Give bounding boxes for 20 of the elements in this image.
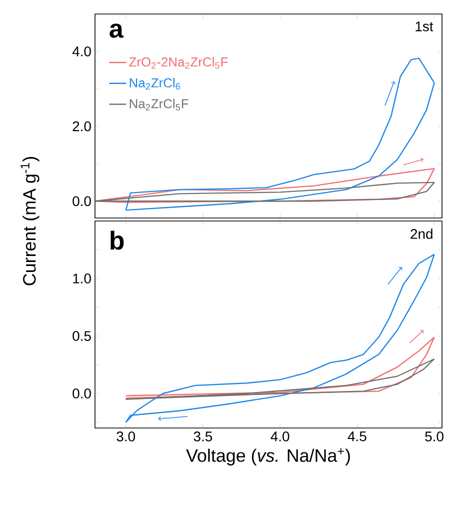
x-tick-label: 3.5 [194,432,212,442]
legend-label: Na$_{2}$ZrCl$_{5}$F [130,98,188,110]
annotation: b [110,230,124,250]
legend-label: Na$_{2}$ZrCl$_{6}$ [130,78,180,90]
y-tick-label: 4.0 [72,46,91,56]
y-tick-label: 2.0 [72,121,91,132]
y-tick-label: 0.0 [72,388,91,398]
x-tick-label: 4.5 [348,432,366,442]
annotation: 1st [416,22,434,32]
y-tick-label: 0.0 [72,196,91,206]
annotation: 2nd [410,228,432,239]
x-tick-label: 4.0 [270,432,290,442]
x-tick-label: 5.0 [425,432,444,442]
y-tick-label: 1.0 [73,274,91,284]
y-tick-label: 0.5 [72,331,91,341]
x-tick-label: 3.0 [116,432,135,442]
legend-label: ZrO$_{2}$-2Na$_{2}$ZrCl$_{5}$F [129,57,228,69]
annotation: a [110,24,124,38]
x-axis-title: Voltage (vs. Na/Na$^{+}$) [186,448,350,466]
y-axis-title: Current (mA g$^{-1}$) [20,156,40,286]
